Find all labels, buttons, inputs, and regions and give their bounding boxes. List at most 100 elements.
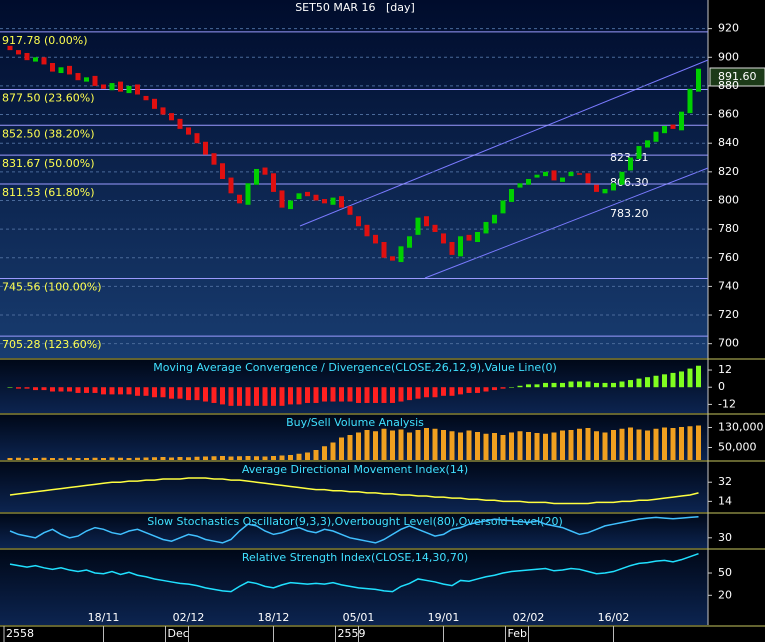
bar xyxy=(118,387,123,395)
bar xyxy=(517,431,523,460)
bar xyxy=(16,387,21,389)
bar xyxy=(398,429,404,460)
chart-title: SET50 MAR 16 [day] xyxy=(295,1,415,14)
bar xyxy=(152,387,157,398)
y-tick-label: 840 xyxy=(718,136,739,149)
fib-label: 831.67 (50.00%) xyxy=(2,157,95,170)
bar xyxy=(432,428,438,460)
bar xyxy=(458,432,463,460)
bar xyxy=(169,387,174,399)
bar xyxy=(568,381,574,388)
bar xyxy=(237,387,242,406)
bar xyxy=(7,458,13,460)
x-tick-label: 18/12 xyxy=(258,611,290,624)
candle xyxy=(390,256,395,261)
candle xyxy=(169,113,174,121)
candle xyxy=(58,67,64,74)
bar xyxy=(41,457,47,460)
bar xyxy=(288,455,293,460)
bar xyxy=(407,387,412,401)
candle xyxy=(41,57,47,65)
bar xyxy=(653,375,659,388)
fib-label: 917.78 (0.00%) xyxy=(2,34,88,47)
candle xyxy=(24,52,30,61)
bar xyxy=(636,429,642,460)
bar xyxy=(228,387,234,406)
candle xyxy=(322,199,327,204)
bar xyxy=(339,387,344,402)
bar xyxy=(483,387,489,392)
candle xyxy=(381,242,387,258)
candle xyxy=(636,146,642,159)
bar xyxy=(356,432,361,460)
bar xyxy=(441,430,446,460)
last-price-box xyxy=(709,67,765,87)
bar xyxy=(466,430,472,460)
bar xyxy=(373,431,378,460)
bar xyxy=(619,428,625,460)
bar xyxy=(364,387,370,403)
bar xyxy=(526,432,531,460)
y-tick-label: 50,000 xyxy=(718,441,757,454)
bar xyxy=(373,387,378,403)
period-label: Dec xyxy=(168,627,189,640)
bar xyxy=(92,387,98,393)
candle xyxy=(33,57,38,62)
bar xyxy=(313,387,319,403)
bar xyxy=(135,387,140,396)
bar xyxy=(279,387,285,406)
bar xyxy=(254,387,259,406)
bar xyxy=(203,456,208,460)
y-tick-label: 920 xyxy=(718,22,739,35)
bar xyxy=(135,457,140,460)
period-label: Feb xyxy=(508,627,527,640)
candle xyxy=(611,183,616,191)
bar xyxy=(271,387,276,406)
bar xyxy=(687,368,693,388)
price-axis-bg xyxy=(708,0,765,642)
bar xyxy=(577,428,582,460)
bar xyxy=(509,432,514,460)
indicator-line xyxy=(9,515,699,544)
bar xyxy=(33,387,38,391)
bar xyxy=(109,457,115,460)
bar xyxy=(50,458,55,460)
bar xyxy=(407,432,412,460)
candle xyxy=(687,88,693,114)
candle xyxy=(288,200,293,210)
candle xyxy=(245,183,251,205)
x-tick-label: 05/01 xyxy=(343,611,375,624)
bar xyxy=(211,456,217,460)
candle xyxy=(92,75,98,86)
candle xyxy=(585,173,591,184)
candle xyxy=(16,50,21,55)
candle xyxy=(526,179,531,185)
bar xyxy=(279,455,285,460)
candle xyxy=(126,85,132,94)
candle xyxy=(135,84,140,95)
x-tick-label: 02/02 xyxy=(513,611,545,624)
bar xyxy=(75,458,81,460)
candle xyxy=(101,84,106,89)
bar xyxy=(271,456,276,460)
candle xyxy=(577,173,582,175)
bar xyxy=(696,365,701,388)
bar xyxy=(186,387,191,401)
bar xyxy=(381,387,387,403)
bar xyxy=(186,457,191,460)
bar xyxy=(645,377,650,388)
y-tick-label: 12 xyxy=(718,363,732,376)
candle xyxy=(50,63,55,72)
period-label: 2558 xyxy=(6,627,34,640)
candle xyxy=(441,233,446,244)
bar xyxy=(211,387,217,403)
bar xyxy=(602,432,608,460)
bar xyxy=(7,387,13,388)
bar xyxy=(492,433,497,460)
x-tick-label: 16/02 xyxy=(598,611,630,624)
candle xyxy=(424,216,429,227)
bar xyxy=(126,458,132,460)
y-tick-label: 700 xyxy=(718,337,739,350)
bar xyxy=(466,387,472,393)
bar xyxy=(432,387,438,398)
